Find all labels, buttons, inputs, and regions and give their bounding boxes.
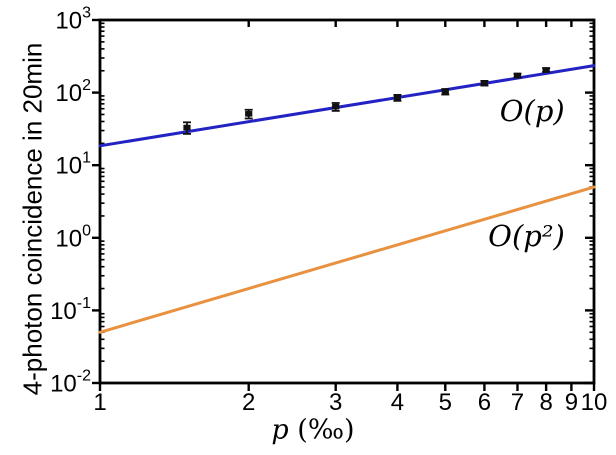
y-tick-label: 100	[55, 222, 91, 252]
x-axis-label-symbol: p	[271, 414, 289, 446]
data-point-marker	[393, 94, 402, 101]
x-tick-label: 7	[511, 389, 524, 416]
annotation-order-p-squared: O(p²)	[488, 219, 565, 254]
data-point-marker	[480, 80, 489, 86]
x-tick-label: 1	[93, 389, 106, 416]
y-tick-label: 102	[55, 77, 91, 107]
fit-line-order-p	[98, 64, 596, 148]
reference-line-order-p-squared	[98, 185, 596, 334]
y-tick-label: 10-2	[50, 368, 91, 398]
x-tick-label: 5	[439, 389, 452, 416]
x-tick-label: 8	[539, 389, 552, 416]
annotation-order-p: O(p)	[499, 94, 565, 129]
data-point-marker	[513, 72, 522, 79]
data-point-marker	[332, 103, 340, 110]
data-point-marker	[245, 111, 253, 117]
data-point-marker	[183, 124, 191, 131]
x-tick-label: 4	[391, 389, 404, 416]
x-axis-label: p (‰)	[271, 415, 354, 446]
y-tick-label: 10-1	[50, 295, 91, 325]
y-axis-label: 4-photon coincidence in 20min	[17, 42, 48, 396]
data-point-marker	[542, 67, 550, 73]
x-tick-label: 3	[329, 389, 342, 416]
x-axis-label-unit: (‰)	[288, 414, 355, 446]
data-point-marker	[441, 88, 449, 95]
axes-frame	[98, 18, 596, 385]
x-tick-label: 10	[581, 389, 608, 416]
y-tick-label: 101	[55, 150, 91, 180]
x-tick-label: 2	[242, 389, 255, 416]
x-tick-label: 9	[565, 389, 578, 416]
x-tick-label: 6	[478, 389, 491, 416]
y-tick-label: 103	[55, 5, 91, 35]
